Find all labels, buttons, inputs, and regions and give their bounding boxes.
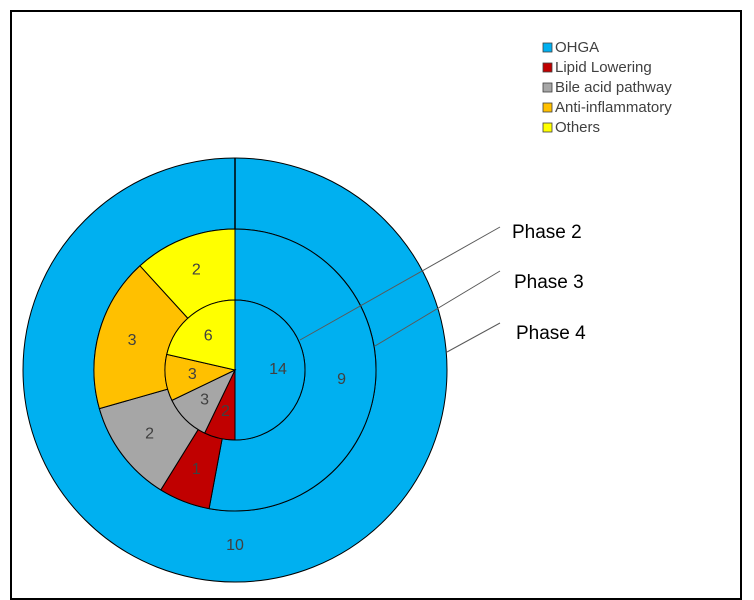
phase-label-phase-3: Phase 3 (514, 272, 584, 293)
legend-swatch-ohga (542, 42, 553, 53)
leader-line-phase-2 (299, 226, 501, 341)
value-label-phase-3-lipid-lowering: 1 (192, 461, 201, 478)
value-label-phase-2-anti-inflammatory: 3 (188, 366, 197, 383)
value-label-phase-2-lipid-lowering: 2 (221, 403, 230, 420)
slice-phase-2-others (166, 299, 236, 371)
value-label-phase-3-bile-acid-pathway: 2 (145, 426, 154, 443)
phase-labels: Phase 2 Phase 3 Phase 4 (512, 222, 586, 344)
legend-label-bile-acid-pathway: Bile acid pathway (555, 79, 672, 96)
phase-label-phase-2: Phase 2 (512, 222, 582, 243)
value-label-phase-2-ohga: 14 (269, 361, 287, 378)
legend: OHGA Lipid Lowering Bile acid pathway Anti-… (542, 39, 672, 136)
legend-label-lipid-lowering: Lipid Lowering (555, 59, 652, 76)
legend-swatch-anti-inflammatory (542, 102, 553, 113)
slice-phase-2-ohga (234, 299, 306, 441)
legend-label-anti-inflammatory: Anti-inflammatory (555, 99, 672, 116)
legend-swatch-lipid-lowering (542, 62, 553, 73)
leader-line-phase-4 (446, 322, 501, 353)
legend-label-ohga: OHGA (555, 39, 599, 56)
value-label-phase-3-others: 2 (192, 261, 201, 278)
leader-line-phase-3 (374, 270, 501, 347)
legend-swatch-bile-acid-pathway (542, 82, 553, 93)
phase-leader-lines (299, 226, 501, 353)
value-label-phase-3-anti-inflammatory: 3 (128, 332, 137, 349)
value-label-phase-3-ohga: 9 (337, 371, 346, 388)
legend-swatch-others (542, 122, 553, 133)
value-label-phase-4-ohga: 10 (226, 537, 244, 554)
value-label-phase-2-bile-acid-pathway: 3 (200, 392, 209, 409)
donut-slices (22, 157, 448, 583)
phase-label-phase-4: Phase 4 (516, 323, 586, 344)
value-label-phase-2-others: 6 (204, 328, 213, 345)
legend-label-others: Others (555, 119, 600, 136)
